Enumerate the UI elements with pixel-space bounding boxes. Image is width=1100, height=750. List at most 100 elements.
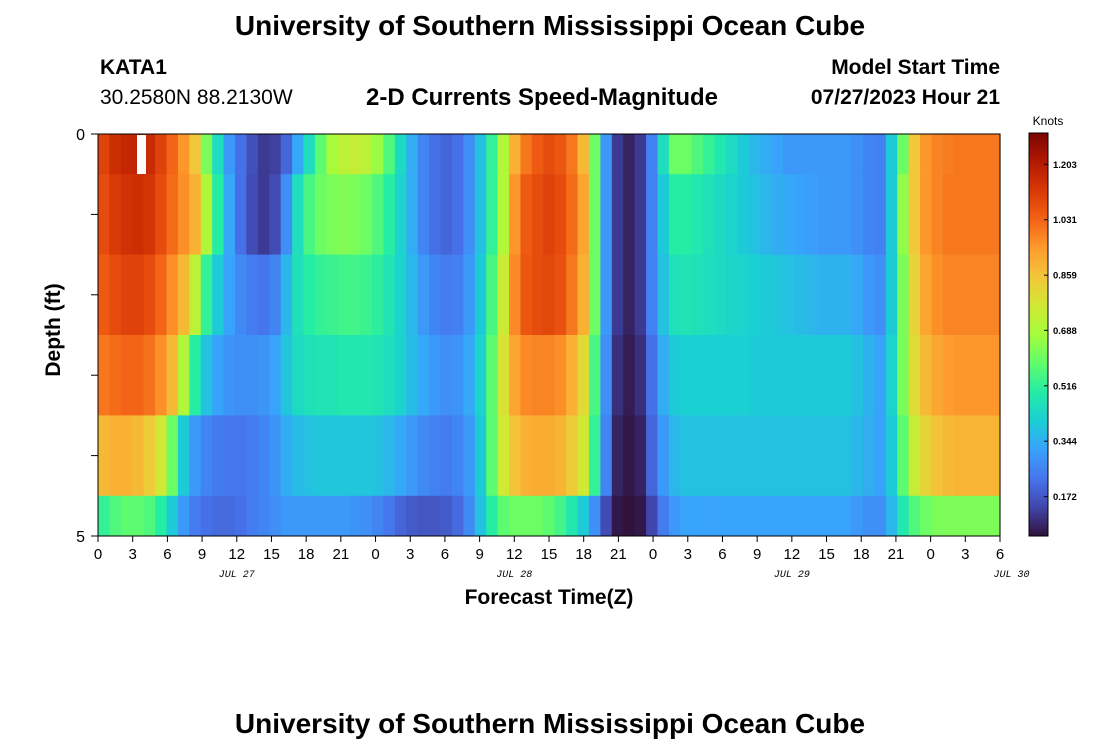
heatmap-cell [326, 335, 339, 416]
heatmap-cell [269, 134, 282, 175]
heatmap-cell [703, 415, 716, 497]
heatmap-cell [360, 495, 373, 537]
heatmap-cell [349, 134, 362, 175]
heatmap-cell [155, 254, 168, 336]
heatmap-cell [383, 174, 396, 255]
heatmap-cell [326, 174, 339, 255]
heatmap-cell [246, 495, 259, 537]
heatmap-cell [714, 415, 727, 497]
station-coordinates: 30.2580N 88.2130W [100, 86, 293, 109]
heatmap-cell [292, 254, 305, 336]
heatmap-cell [851, 174, 864, 255]
page-title: University of Southern Mississippi Ocean… [234, 10, 866, 41]
heatmap-cell [212, 254, 225, 336]
heatmap-cell [451, 254, 464, 336]
x-tick-label: 15 [541, 546, 558, 563]
heatmap-cell [166, 335, 179, 416]
heatmap-cell [383, 254, 396, 336]
heatmap-cell [623, 134, 636, 175]
heatmap-cell [760, 335, 773, 416]
heatmap-cell [771, 254, 784, 336]
heatmap-cell [988, 335, 1001, 416]
heatmap-cell [954, 415, 967, 497]
heatmap-cell [280, 495, 293, 537]
heatmap-cell [292, 134, 305, 175]
heatmap-cell [98, 254, 111, 336]
heatmap-cell [440, 495, 453, 537]
x-tick-label: 6 [996, 546, 1004, 563]
heatmap-cell [691, 174, 704, 255]
x-tick-label: 0 [926, 546, 934, 563]
heatmap-cell [417, 335, 430, 416]
heatmap-cell [942, 415, 955, 497]
heatmap-cell [862, 495, 876, 537]
heatmap-cell [725, 254, 738, 336]
heatmap-cell [509, 415, 522, 497]
heatmap-cell [429, 415, 442, 497]
heatmap-cell [337, 134, 350, 175]
heatmap-cell [588, 495, 601, 537]
heatmap-cell [942, 174, 955, 255]
heatmap-cell [908, 174, 921, 255]
heatmap-cell [680, 174, 693, 255]
heatmap-cell [748, 495, 761, 537]
heatmap-cell [440, 415, 453, 497]
heatmap-cell [177, 134, 190, 175]
heatmap-cell [269, 335, 282, 416]
heatmap-cell [314, 254, 327, 336]
heatmap-cell [646, 495, 659, 537]
heatmap-cell [840, 495, 853, 537]
heatmap-cell [280, 415, 293, 497]
heatmap-cell [657, 134, 670, 175]
heatmap-cell [817, 254, 830, 336]
heatmap-cell [714, 254, 727, 336]
y-tick-label: 0 [76, 127, 85, 144]
heatmap-cell [920, 134, 933, 175]
heatmap-cell [805, 174, 818, 255]
heatmap-cell [509, 335, 522, 416]
heatmap-cell [611, 335, 624, 416]
heatmap-cell [680, 335, 693, 416]
heatmap-cell [486, 415, 499, 497]
heatmap-cell [577, 415, 590, 497]
heatmap-cell [474, 415, 487, 497]
heatmap-cell [897, 415, 910, 497]
heatmap-cell [783, 174, 796, 255]
heatmap-cell [862, 415, 876, 497]
heatmap-cell [760, 134, 773, 175]
heatmap-cell [212, 335, 225, 416]
heatmap-cell [474, 174, 487, 255]
heatmap-cell [737, 415, 750, 497]
heatmap-cell [326, 134, 339, 175]
heatmap-cell [314, 134, 327, 175]
heatmap-cell [885, 174, 898, 255]
x-tick-label: 21 [333, 546, 350, 563]
heatmap-cell [486, 134, 499, 175]
heatmap-cell [646, 254, 659, 336]
heatmap-cell [520, 134, 533, 175]
heatmap-cell [155, 495, 168, 537]
heatmap-cell [931, 134, 944, 175]
heatmap-cell [931, 335, 944, 416]
heatmap-cell [908, 134, 921, 175]
heatmap-cell [748, 134, 761, 175]
x-tick-label: 18 [853, 546, 870, 563]
heatmap-cell [874, 134, 887, 175]
heatmap-cell [908, 254, 921, 336]
heatmap-cell [817, 495, 830, 537]
heatmap-cell [920, 495, 933, 537]
heatmap-cell [851, 335, 864, 416]
heatmap-cell [942, 134, 955, 175]
heatmap-cell [646, 335, 659, 416]
heatmap-cell [942, 495, 955, 537]
heatmap-cell [897, 134, 910, 175]
heatmap-cell [805, 415, 818, 497]
heatmap-cell [840, 254, 853, 336]
heatmap-cell [223, 335, 236, 416]
x-tick-label: 0 [649, 546, 657, 563]
heatmap-cell [771, 134, 784, 175]
heatmap-cell [531, 415, 544, 497]
heatmap-cell [417, 254, 430, 336]
heatmap-cell [554, 254, 567, 336]
